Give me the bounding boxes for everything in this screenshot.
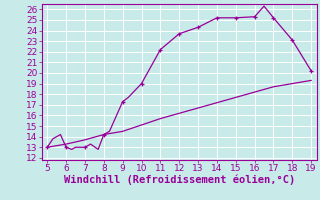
- X-axis label: Windchill (Refroidissement éolien,°C): Windchill (Refroidissement éolien,°C): [64, 175, 295, 185]
